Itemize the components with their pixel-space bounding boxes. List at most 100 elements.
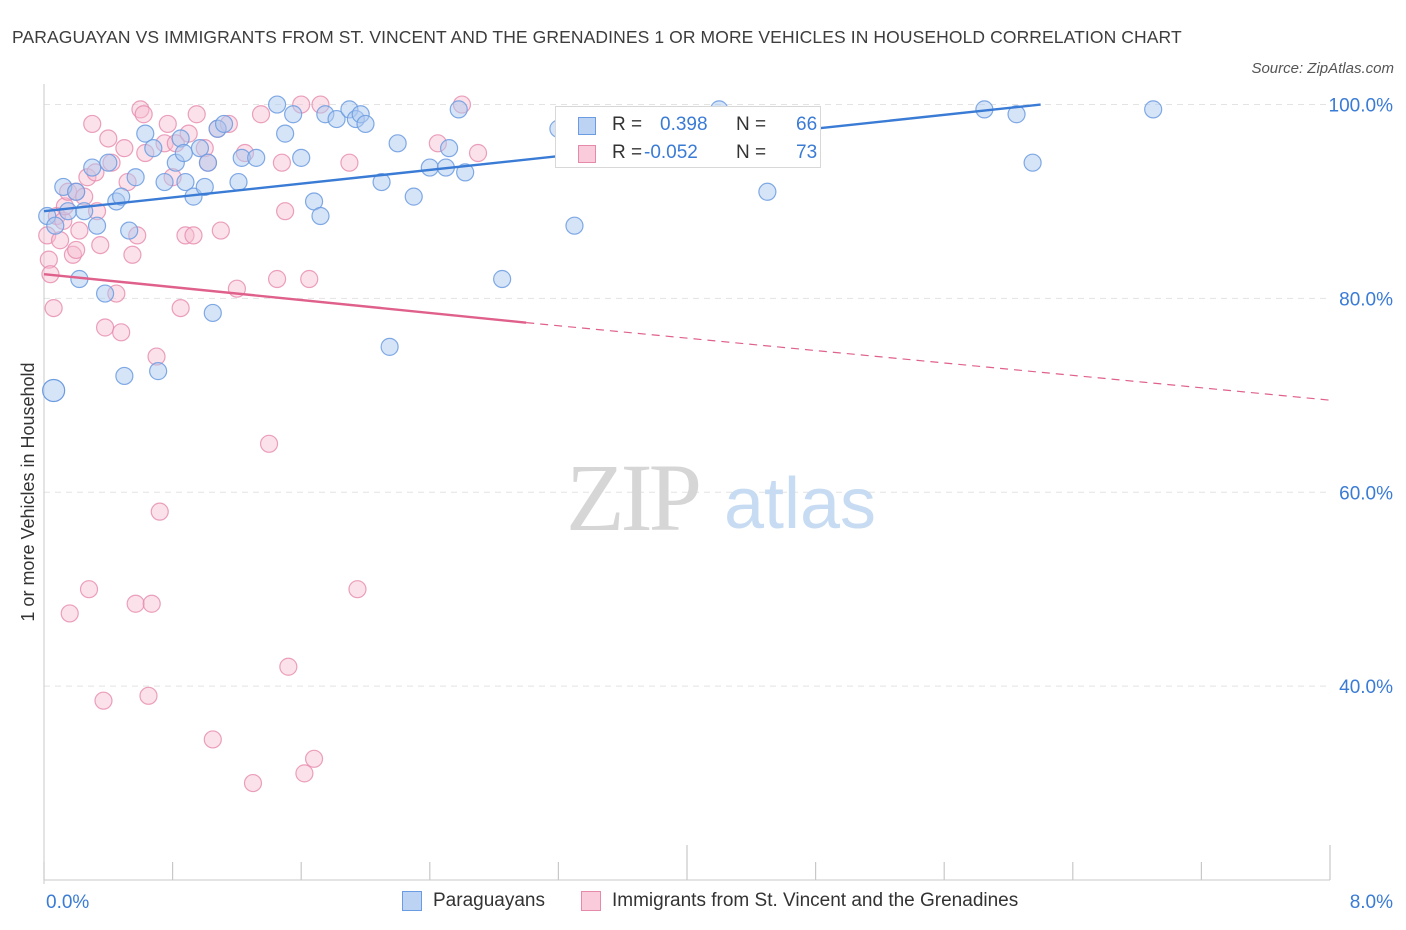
legend-n-value: 73 xyxy=(796,142,818,163)
point-paraguayans xyxy=(284,105,303,124)
legend-r-value: -0.052 xyxy=(644,142,698,163)
point-paraguayans xyxy=(372,172,391,192)
point-paraguayans xyxy=(388,134,407,153)
point-paraguayans xyxy=(292,148,311,167)
point-immigrants xyxy=(295,764,314,783)
point-paraguayans xyxy=(198,153,218,172)
point-paraguayans xyxy=(449,100,468,119)
point-immigrants xyxy=(131,100,150,119)
point-paraguayans xyxy=(356,114,375,134)
point-paraguayans xyxy=(46,216,65,235)
legend-r-label: R = xyxy=(612,114,643,135)
point-immigrants xyxy=(259,434,279,453)
point-paraguayans xyxy=(120,221,139,240)
y-tick-label: 100.0% xyxy=(1329,96,1394,117)
point-paraguayans xyxy=(136,124,155,143)
point-paraguayans xyxy=(247,148,266,167)
point-immigrants xyxy=(171,298,190,318)
point-paraguayans xyxy=(493,269,512,289)
point-immigrants xyxy=(348,580,367,599)
point-immigrants xyxy=(142,594,161,613)
point-immigrants xyxy=(39,250,58,269)
point-paraguayans xyxy=(115,366,134,386)
watermark-zip: ZIP xyxy=(566,444,699,551)
point-paraguayans xyxy=(276,124,295,143)
y-tick-label: 80.0% xyxy=(1339,289,1393,310)
point-immigrants xyxy=(340,153,359,172)
point-immigrants xyxy=(99,129,118,148)
point-paraguayans xyxy=(327,109,346,129)
point-paraguayans xyxy=(126,168,145,187)
point-immigrants xyxy=(44,298,63,318)
point-immigrants xyxy=(243,773,263,793)
point-immigrants xyxy=(139,686,158,705)
point-paraguayans xyxy=(195,177,214,197)
point-immigrants xyxy=(67,240,86,260)
x-tick-label: 8.0% xyxy=(1350,892,1393,913)
series-immigrants-points xyxy=(38,95,488,793)
point-paraguayans xyxy=(214,114,234,134)
trend-line-immigrants xyxy=(43,272,527,324)
point-paraguayans xyxy=(190,139,210,158)
legend-r-value: 0.398 xyxy=(660,114,708,135)
point-immigrants xyxy=(158,114,177,134)
source-label: Source: ZipAtlas.com xyxy=(1251,60,1394,77)
legend-n-label: N = xyxy=(736,114,767,135)
point-immigrants xyxy=(272,153,292,172)
point-immigrants xyxy=(79,580,99,599)
series-legend: Paraguayans Immigrants from St. Vincent … xyxy=(0,890,1406,916)
x-tick-label: 0.0% xyxy=(46,892,89,913)
series-paraguayans-points xyxy=(38,95,1163,403)
point-immigrants xyxy=(150,502,169,521)
watermark: ZIP atlas xyxy=(566,444,876,551)
correlation-legend: R = 0.398 N = 66 R = -0.052 N = 73 xyxy=(555,106,821,168)
point-paraguayans xyxy=(99,153,118,172)
point-paraguayans xyxy=(1023,153,1042,172)
point-paraguayans xyxy=(112,187,131,206)
point-paraguayans xyxy=(456,163,475,182)
point-immigrants xyxy=(94,691,113,710)
legend-swatch-pink xyxy=(581,891,601,911)
trend-lines xyxy=(43,103,1331,401)
point-paraguayans xyxy=(59,202,78,221)
tick-labels: 100.0% 80.0% 60.0% 40.0% 0.0% 8.0% xyxy=(46,96,1393,913)
point-immigrants xyxy=(83,114,102,134)
point-immigrants xyxy=(279,657,298,676)
point-paraguayans xyxy=(311,206,330,226)
point-immigrants xyxy=(134,105,153,124)
point-immigrants xyxy=(95,318,115,337)
point-paraguayans xyxy=(420,158,439,177)
trend-line-immigrants-extension xyxy=(526,322,1331,401)
point-immigrants xyxy=(63,245,83,264)
point-paraguayans xyxy=(565,216,584,235)
point-paraguayans xyxy=(380,337,399,356)
point-paraguayans xyxy=(1144,100,1163,119)
point-paraguayans xyxy=(155,172,174,192)
point-paraguayans xyxy=(95,284,115,303)
point-immigrants xyxy=(184,226,203,245)
point-paraguayans xyxy=(174,143,193,163)
point-paraguayans xyxy=(404,187,423,206)
point-immigrants xyxy=(187,105,206,124)
y-tick-label: 60.0% xyxy=(1339,483,1393,504)
point-immigrants xyxy=(126,594,145,613)
legend-swatch-blue xyxy=(578,117,596,135)
legend-swatch-pink xyxy=(578,145,596,163)
point-paraguayans xyxy=(144,139,163,158)
legend-series-name: Paraguayans xyxy=(433,890,545,911)
legend-r-label: R = xyxy=(612,142,643,163)
point-paraguayans xyxy=(439,139,459,158)
point-paraguayans xyxy=(176,172,195,192)
y-axis-label: 1 or more Vehicles in Household xyxy=(18,362,38,621)
point-paraguayans xyxy=(758,182,777,201)
point-immigrants xyxy=(123,245,142,264)
watermark-atlas: atlas xyxy=(724,464,876,544)
legend-n-label: N = xyxy=(736,142,767,163)
point-paraguayans xyxy=(149,362,168,381)
chart-title: PARAGUAYAN VS IMMIGRANTS FROM ST. VINCEN… xyxy=(12,27,1182,47)
point-immigrants xyxy=(70,221,89,240)
point-immigrants xyxy=(203,730,222,749)
point-immigrants xyxy=(304,749,324,768)
legend-n-value: 66 xyxy=(796,114,818,135)
point-paraguayans xyxy=(42,378,66,403)
